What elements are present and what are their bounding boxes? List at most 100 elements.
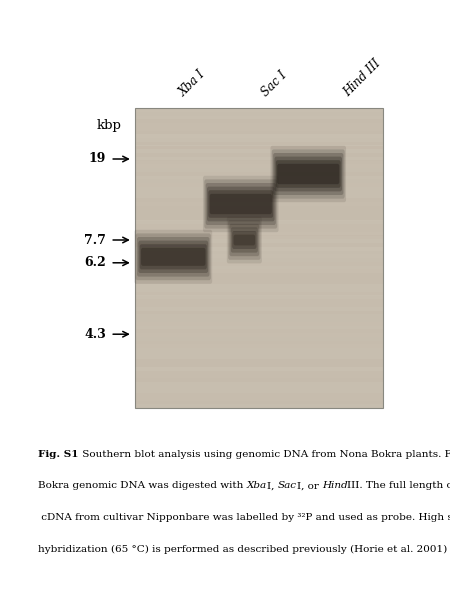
Bar bbox=[135, 355, 382, 359]
Bar bbox=[135, 292, 382, 295]
Bar bbox=[135, 119, 382, 123]
Bar bbox=[135, 176, 382, 179]
Bar bbox=[135, 262, 382, 265]
Bar bbox=[135, 322, 382, 325]
Bar bbox=[135, 258, 382, 262]
FancyBboxPatch shape bbox=[134, 230, 212, 284]
FancyBboxPatch shape bbox=[228, 220, 261, 260]
Bar bbox=[135, 374, 382, 378]
Bar bbox=[135, 314, 382, 318]
Bar bbox=[135, 213, 382, 217]
FancyBboxPatch shape bbox=[276, 160, 341, 188]
Text: Southern blot analysis using genomic DNA from Nona Bokra plants. Five μg of Nona: Southern blot analysis using genomic DNA… bbox=[79, 449, 450, 458]
Bar bbox=[135, 378, 382, 382]
Bar bbox=[135, 228, 382, 232]
FancyBboxPatch shape bbox=[272, 149, 345, 199]
Bar bbox=[135, 393, 382, 397]
FancyBboxPatch shape bbox=[230, 224, 259, 256]
Bar bbox=[135, 382, 382, 385]
Bar bbox=[135, 153, 382, 157]
Bar bbox=[135, 209, 382, 213]
Bar bbox=[135, 284, 382, 288]
Bar bbox=[135, 205, 382, 209]
Bar bbox=[135, 247, 382, 251]
Bar bbox=[135, 239, 382, 243]
Bar bbox=[135, 273, 382, 277]
Bar bbox=[135, 325, 382, 329]
FancyBboxPatch shape bbox=[231, 227, 258, 253]
Text: 4.3: 4.3 bbox=[84, 328, 106, 341]
Bar bbox=[135, 340, 382, 344]
FancyBboxPatch shape bbox=[227, 217, 262, 263]
Bar bbox=[135, 307, 382, 311]
Bar bbox=[135, 333, 382, 337]
Text: 6.2: 6.2 bbox=[84, 256, 106, 269]
Bar bbox=[135, 269, 382, 273]
Bar bbox=[135, 337, 382, 340]
Bar bbox=[135, 299, 382, 303]
Text: III. The full length of: III. The full length of bbox=[347, 481, 450, 490]
Bar bbox=[135, 198, 382, 202]
Bar bbox=[135, 145, 382, 149]
Bar bbox=[135, 187, 382, 191]
FancyBboxPatch shape bbox=[234, 235, 255, 245]
Bar bbox=[135, 149, 382, 153]
Bar bbox=[135, 123, 382, 127]
Bar bbox=[135, 243, 382, 247]
FancyBboxPatch shape bbox=[140, 244, 207, 269]
Text: 19: 19 bbox=[88, 152, 106, 166]
Bar bbox=[135, 329, 382, 333]
Bar bbox=[135, 112, 382, 115]
Bar bbox=[135, 318, 382, 322]
Bar bbox=[135, 370, 382, 374]
Bar bbox=[135, 288, 382, 292]
Bar bbox=[135, 277, 382, 280]
Bar bbox=[135, 108, 382, 112]
Bar bbox=[135, 134, 382, 138]
Bar bbox=[135, 303, 382, 307]
Bar bbox=[135, 191, 382, 194]
Bar bbox=[135, 385, 382, 389]
Bar bbox=[135, 130, 382, 134]
Bar bbox=[135, 202, 382, 205]
Bar bbox=[135, 344, 382, 348]
Bar bbox=[135, 251, 382, 254]
FancyBboxPatch shape bbox=[141, 248, 205, 266]
Bar bbox=[135, 138, 382, 142]
FancyBboxPatch shape bbox=[135, 233, 211, 280]
Bar bbox=[135, 311, 382, 314]
Text: Bokra genomic DNA was digested with: Bokra genomic DNA was digested with bbox=[38, 481, 247, 490]
Bar bbox=[135, 348, 382, 352]
FancyBboxPatch shape bbox=[206, 183, 276, 225]
Bar bbox=[135, 404, 382, 408]
Bar bbox=[135, 265, 382, 269]
Bar bbox=[135, 194, 382, 198]
Bar bbox=[135, 280, 382, 284]
Text: Xba: Xba bbox=[247, 481, 267, 490]
Text: 7.7: 7.7 bbox=[84, 233, 106, 247]
Text: Sac I: Sac I bbox=[259, 68, 289, 99]
Text: Hind III: Hind III bbox=[341, 57, 383, 99]
FancyBboxPatch shape bbox=[274, 157, 342, 191]
Bar bbox=[135, 224, 382, 228]
Bar bbox=[135, 220, 382, 224]
Bar bbox=[135, 157, 382, 161]
Text: hybridization (65 °C) is performed as described previously (Horie et al. 2001): hybridization (65 °C) is performed as de… bbox=[38, 545, 447, 554]
Bar bbox=[135, 115, 382, 119]
FancyBboxPatch shape bbox=[139, 241, 208, 273]
Bar bbox=[135, 217, 382, 220]
Text: kbp: kbp bbox=[97, 119, 122, 133]
Bar bbox=[135, 389, 382, 393]
Bar bbox=[135, 367, 382, 370]
Text: I,: I, bbox=[267, 481, 278, 490]
FancyBboxPatch shape bbox=[137, 237, 210, 277]
FancyBboxPatch shape bbox=[203, 176, 279, 232]
Bar bbox=[135, 127, 382, 130]
Bar bbox=[135, 142, 382, 145]
Text: Fig. S1: Fig. S1 bbox=[38, 449, 79, 458]
Bar bbox=[135, 397, 382, 401]
FancyBboxPatch shape bbox=[232, 231, 256, 249]
Bar bbox=[135, 401, 382, 404]
FancyBboxPatch shape bbox=[204, 179, 277, 229]
Bar bbox=[135, 160, 382, 164]
